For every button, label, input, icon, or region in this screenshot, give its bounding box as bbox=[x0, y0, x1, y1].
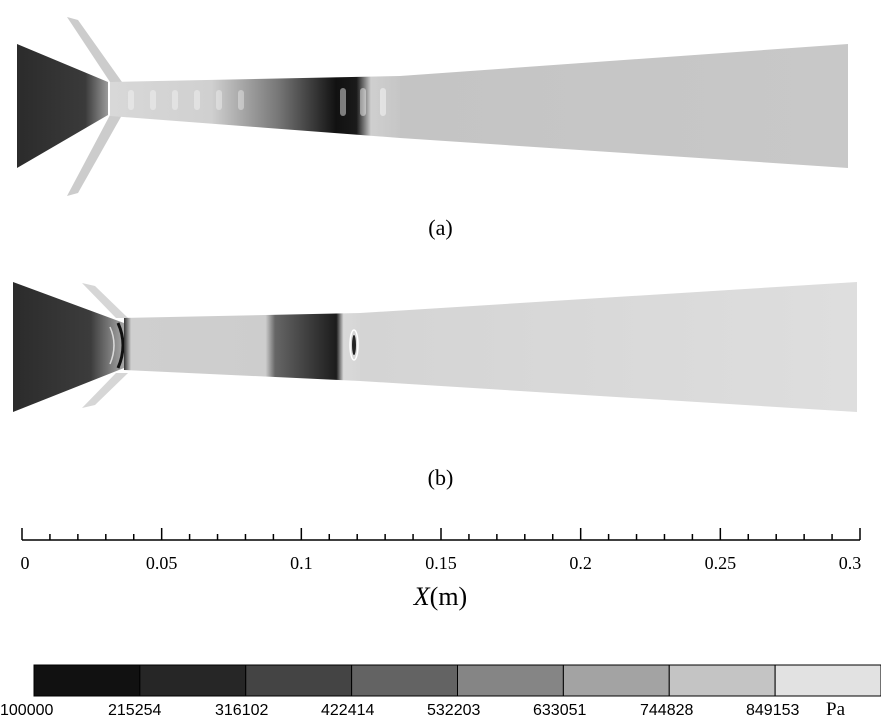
x-axis-tick-label: 0.2 bbox=[569, 553, 592, 574]
x-axis-scale bbox=[0, 525, 881, 555]
pressure-colorbar bbox=[0, 660, 881, 700]
colorbar-cell bbox=[246, 665, 352, 696]
contour-panel-b bbox=[0, 270, 881, 430]
caption-a: (a) bbox=[0, 215, 881, 241]
colorbar-unit-label: Pa bbox=[826, 699, 845, 721]
x-axis-tick-label: 0.3 bbox=[839, 553, 862, 574]
colorbar-value-label: 316102 bbox=[215, 702, 268, 720]
colorbar-cell bbox=[563, 665, 669, 696]
x-axis-tick-label: 0.25 bbox=[705, 553, 737, 574]
x-axis-symbol: X bbox=[414, 582, 430, 611]
colorbar-cell bbox=[34, 665, 140, 696]
x-axis-tick-label: 0.15 bbox=[425, 553, 457, 574]
mixing-chamber-a bbox=[110, 76, 400, 138]
colorbar-value-label: 100000 bbox=[0, 702, 53, 720]
x-axis-label: X(m) bbox=[0, 582, 881, 612]
colorbar-value-label: 215254 bbox=[108, 702, 161, 720]
diffuser-b bbox=[360, 282, 857, 412]
colorbar-cell bbox=[352, 665, 458, 696]
x-axis-tick-label: 0.1 bbox=[290, 553, 313, 574]
colorbar-cell bbox=[458, 665, 564, 696]
colorbar-value-label: 532203 bbox=[427, 702, 480, 720]
x-axis-line bbox=[22, 528, 860, 540]
colorbar-value-label: 633051 bbox=[533, 702, 586, 720]
x-axis-tick-label: 0.05 bbox=[146, 553, 178, 574]
colorbar-cell bbox=[140, 665, 246, 696]
colorbar-cell bbox=[775, 665, 881, 696]
colorbar-value-label: 744828 bbox=[640, 702, 693, 720]
x-axis-unit: (m) bbox=[430, 582, 468, 611]
colorbar-value-label: 422414 bbox=[321, 702, 374, 720]
caption-b: (b) bbox=[0, 465, 881, 491]
colorbar-cell bbox=[669, 665, 775, 696]
colorbar-value-label: 849153 bbox=[746, 702, 799, 720]
contour-panel-a bbox=[0, 0, 881, 205]
diffuser-a bbox=[400, 44, 848, 168]
x-axis-tick-label: 0 bbox=[21, 553, 30, 574]
